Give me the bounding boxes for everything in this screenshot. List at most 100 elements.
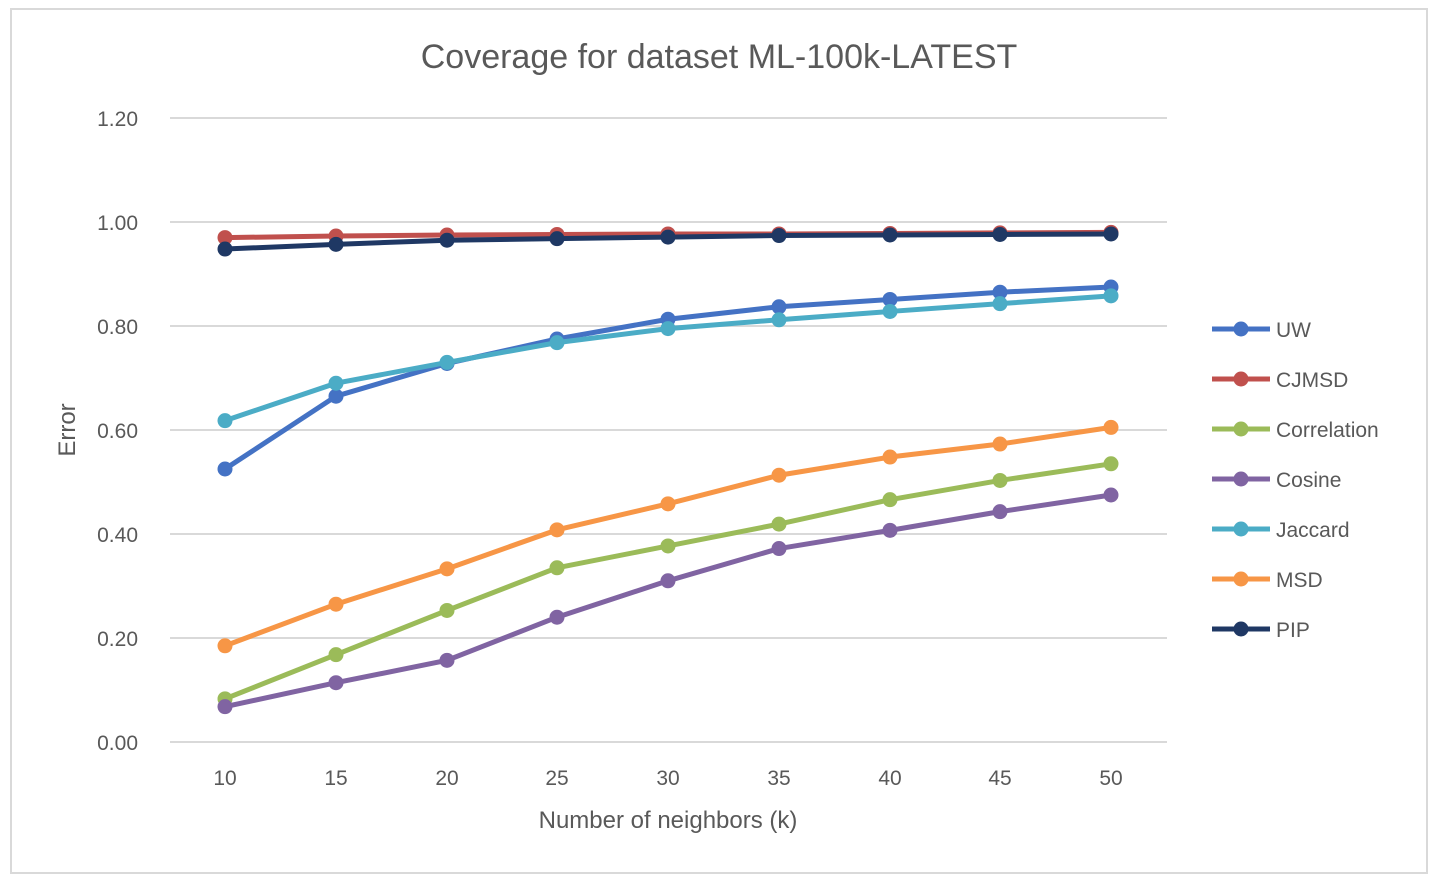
data-point [549,522,565,538]
data-point [439,354,455,370]
legend-item-jaccard: Jaccard [1212,519,1350,542]
data-point [549,335,565,351]
data-point [217,241,233,257]
x-axis-ticks: 10 15 20 25 30 35 40 45 50 [213,767,1122,790]
data-point [439,561,455,577]
legend-item-cjmsd: CJMSD [1212,369,1348,392]
data-point [771,299,787,315]
legend-item-cosine: Cosine [1212,469,1341,492]
series-pip [217,226,1119,257]
data-point [660,538,676,554]
y-tick-label: 0.20 [97,628,138,651]
data-point [992,472,1008,488]
y-tick-label: 0.60 [97,420,138,443]
legend-label: PIP [1276,619,1310,642]
data-point [328,236,344,252]
data-point [328,596,344,612]
data-point [1103,288,1119,304]
y-tick-label: 0.40 [97,524,138,547]
y-axis-title: Error [54,403,81,456]
data-point [217,230,233,246]
legend-item-uw: UW [1212,319,1311,342]
x-axis-title: Number of neighbors (k) [539,807,798,834]
data-point [549,560,565,576]
legend-item-msd: MSD [1212,569,1323,592]
gridlines [170,117,1167,743]
x-tick-label: 40 [878,767,901,790]
data-point [1103,226,1119,242]
data-point [217,413,233,429]
chart-title: Coverage for dataset ML-100k-LATEST [421,38,1018,76]
legend-label: CJMSD [1276,369,1348,392]
legend: UW CJMSD Correlation Cosine Jaccard MSD PIP [1212,319,1379,642]
data-point [882,303,898,319]
data-point [771,541,787,557]
legend-label: UW [1276,319,1311,342]
legend-label: Cosine [1276,469,1341,492]
data-point [660,321,676,337]
series-jaccard [217,288,1119,429]
data-point [992,504,1008,520]
data-point [882,492,898,508]
data-point [217,461,233,477]
data-point [992,226,1008,242]
data-point [439,652,455,668]
data-point [549,231,565,247]
data-point [992,436,1008,452]
chart-frame [10,8,1428,874]
series-msd [217,419,1119,654]
data-point [771,516,787,532]
legend-marker [1233,571,1249,587]
data-point [328,647,344,663]
legend-marker [1233,421,1249,437]
data-point [1103,419,1119,435]
legend-item-correlation: Correlation [1212,419,1379,442]
data-point [771,467,787,483]
legend-label: MSD [1276,569,1323,592]
legend-label: Jaccard [1276,519,1350,542]
data-point [217,638,233,654]
legend-marker [1233,471,1249,487]
x-tick-label: 30 [656,767,679,790]
y-tick-label: 1.20 [97,108,138,131]
legend-marker [1233,621,1249,637]
data-point [1103,487,1119,503]
x-tick-label: 20 [435,767,458,790]
data-point [882,449,898,465]
x-tick-label: 45 [988,767,1011,790]
y-tick-label: 0.80 [97,316,138,339]
x-tick-label: 15 [324,767,347,790]
data-point [882,291,898,307]
data-point [328,375,344,391]
legend-marker [1233,521,1249,537]
data-point [439,232,455,248]
data-point [660,229,676,245]
data-point [217,699,233,715]
data-point [328,675,344,691]
x-tick-label: 25 [545,767,568,790]
data-point [992,284,1008,300]
legend-label: Correlation [1276,419,1379,442]
y-tick-label: 1.00 [97,212,138,235]
data-point [328,388,344,404]
series-cosine [217,487,1119,715]
data-point [992,296,1008,312]
legend-marker [1233,371,1249,387]
x-tick-label: 50 [1099,767,1122,790]
series-line [222,492,1114,710]
legend-item-pip: PIP [1212,619,1310,642]
y-tick-label: 0.00 [97,732,138,755]
data-point [1103,456,1119,472]
legend-marker [1233,321,1249,337]
data-point [439,602,455,618]
data-point [660,573,676,589]
x-tick-label: 35 [767,767,790,790]
data-point [882,227,898,243]
series-layer [217,224,1119,715]
y-axis-ticks: 0.00 0.20 0.40 0.60 0.80 1.00 1.20 [97,108,138,755]
data-point [771,312,787,328]
series-line [222,424,1114,649]
data-point [549,609,565,625]
data-point [882,522,898,538]
